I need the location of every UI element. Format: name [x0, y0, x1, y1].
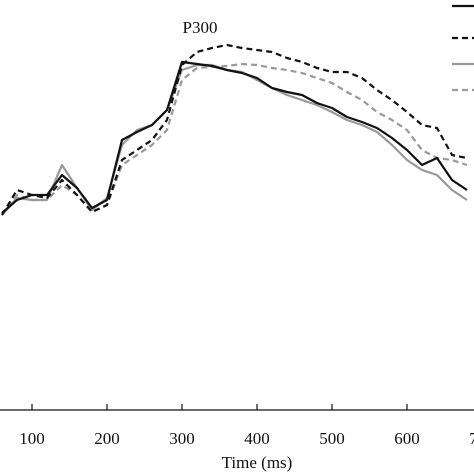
x-tick-label: 300 [169, 429, 195, 448]
x-axis-label: Time (ms) [222, 453, 293, 472]
x-tick-label: 400 [244, 429, 270, 448]
x-tick-label: 500 [319, 429, 345, 448]
series-line [1, 63, 468, 216]
x-tick-label: 700 [469, 429, 474, 448]
x-tick-label: 100 [19, 429, 45, 448]
annotation: P300 [183, 18, 218, 37]
x-tick-label: 600 [394, 429, 420, 448]
series-line [1, 62, 468, 216]
series-line [1, 43, 468, 216]
series-line [1, 60, 468, 214]
x-tick-label: 200 [94, 429, 120, 448]
